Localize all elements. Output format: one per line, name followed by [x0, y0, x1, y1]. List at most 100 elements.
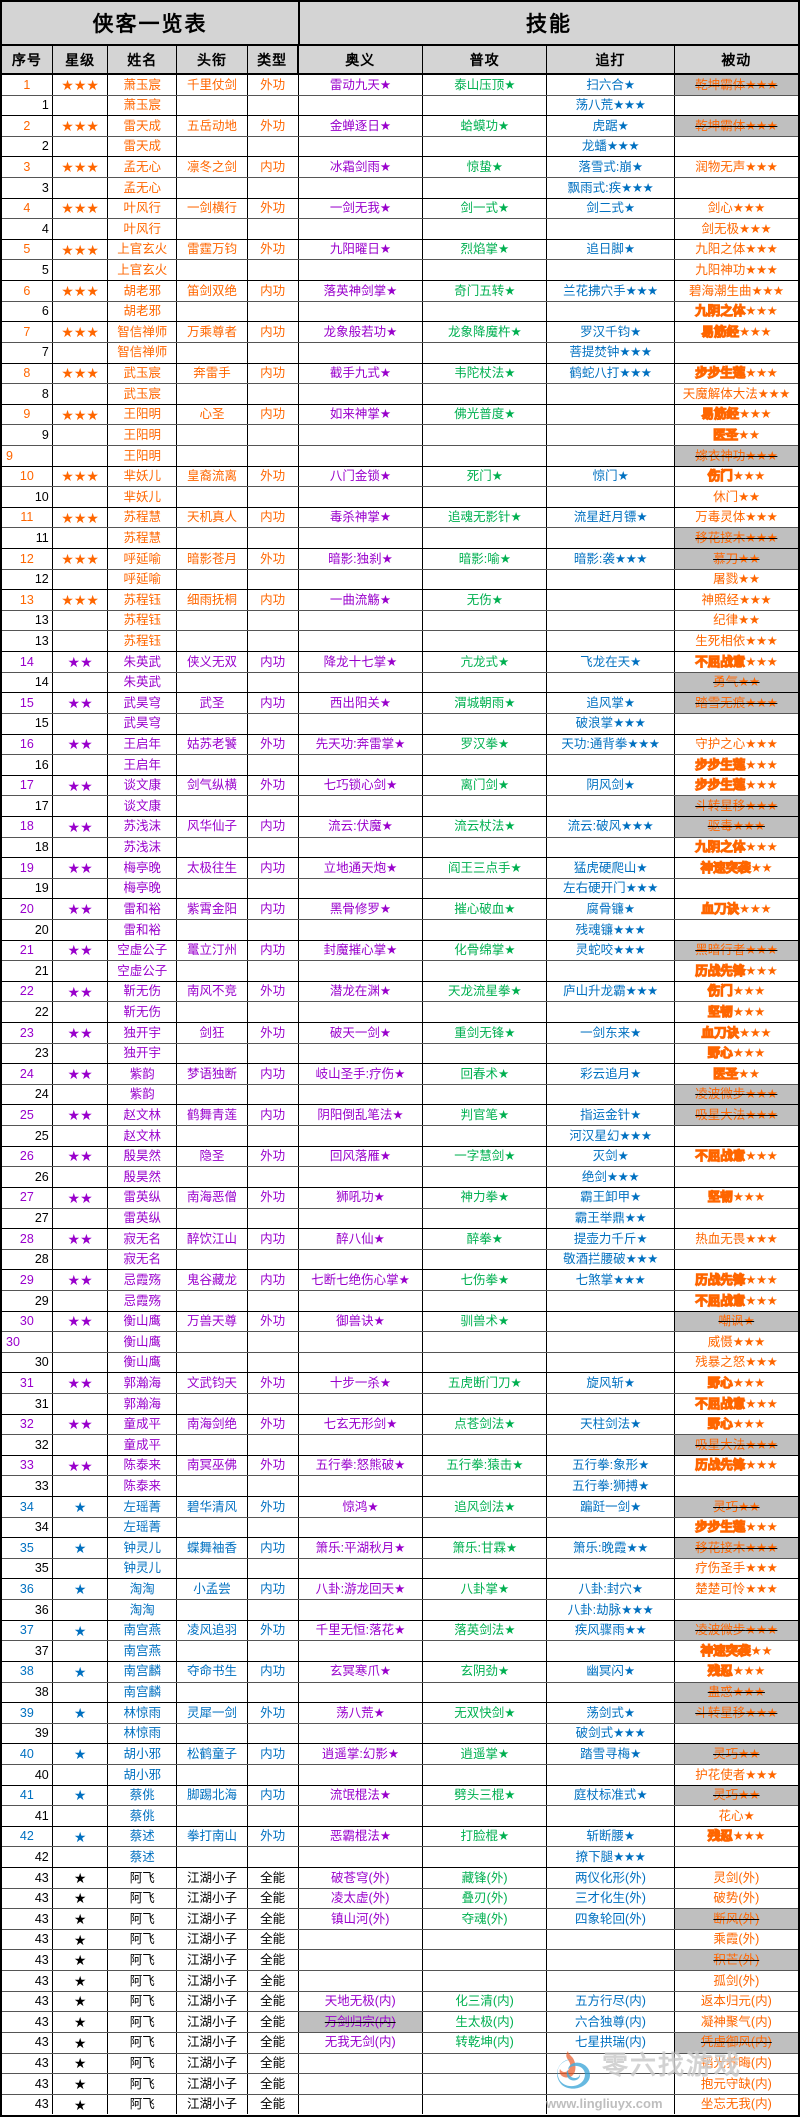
index-cell: 1	[2, 95, 53, 116]
skill-text: 凭虚御风(内)	[700, 2035, 772, 2050]
hero-type-cell: 全能	[248, 1929, 299, 1950]
skill-cell-ultimate: 流云:伏魔★	[299, 816, 423, 837]
hero-title-cell: 雷霆万钧	[177, 239, 248, 260]
hero-name-cell: 朱英武	[108, 672, 178, 693]
hero-name-cell: 郭瀚海	[108, 1373, 178, 1393]
skill-text: 天功:通背拳★★★	[561, 737, 660, 752]
hero-type-cell: 内功	[248, 899, 299, 919]
skill-cell-chase: 流云:破风★★★	[547, 816, 675, 837]
skill-cell-ultimate	[299, 95, 423, 116]
table-row: 42 ★ 蔡述 拳打南山 外功 恶霸棍法★ 打脸棍★ 斩断腰★ 残忍★★★	[2, 1825, 798, 1847]
skill-cell-ultimate: 雷动九天★	[299, 75, 423, 95]
skill-cell-chase: 追日脚★	[547, 239, 675, 260]
hero-type-cell	[248, 837, 299, 858]
hero-type-cell: 全能	[248, 2053, 299, 2074]
skill-cell-passive: 天魔解体大法★★★	[675, 384, 798, 404]
star-rating-cell	[53, 1806, 109, 1826]
skill-cell-chase	[547, 1764, 675, 1785]
hero-title-cell: 心圣	[177, 404, 248, 425]
hero-title-cell	[177, 1249, 248, 1270]
hero-name-cell: 忌霞殇	[108, 1270, 178, 1290]
skill-cell-passive: 步步生莲★★★	[675, 776, 798, 796]
skill-cell-passive	[675, 137, 798, 157]
star-rating-cell	[53, 1249, 109, 1270]
skill-cell-ultimate: 暗影:独刹★	[299, 549, 423, 569]
hero-title-cell: 鬼谷藏龙	[177, 1270, 248, 1290]
skill-text: 嫁衣神功★★★	[695, 448, 778, 463]
skill-cell-passive: 伤门★★★	[675, 467, 798, 487]
hero-name-cell: 赵文林	[108, 1105, 178, 1126]
index-cell: 39	[2, 1703, 53, 1723]
index-cell: 19	[2, 858, 53, 878]
skill-cell-chase: 敬酒拦腰破★★★	[547, 1249, 675, 1270]
table-row: 38 ★ 南宫麟 夺命书生 内功 玄冥寒爪★ 玄阴劲★ 幽冥闪★ 残忍★★★	[2, 1660, 798, 1682]
skill-text: 不屈战意★★★	[695, 1293, 778, 1308]
hero-title-cell	[177, 528, 248, 549]
hero-type-cell	[248, 755, 299, 775]
skill-cell-chase	[547, 487, 675, 507]
skill-text: 破天一剑★	[329, 1025, 391, 1040]
skill-cell-passive: 凭虚御风(内)	[674, 2032, 799, 2053]
col-header-attack: 普攻	[423, 46, 548, 73]
skill-text: 剑心★★★	[707, 201, 766, 216]
skill-text: 逍遥掌:幻影★	[321, 1746, 399, 1761]
skill-cell-attack	[423, 1290, 548, 1311]
skill-cell-attack	[423, 1002, 548, 1023]
star-rating-cell: ★	[53, 1661, 109, 1682]
skill-cell-chase: 菩提焚钟★★★	[547, 342, 675, 363]
skill-text: 飘雨式:疾★★★	[567, 180, 654, 195]
star-rating-cell: ★★	[53, 899, 109, 919]
table-row: 43 ★ 阿飞 江湖小子 全能 无我无剑(内) 转乾坤(内) 七星拱瑞(内) 凭虚御风(内)	[2, 2031, 799, 2053]
skill-cell-chase: 扫六合★	[547, 75, 675, 95]
index-cell: 24	[2, 1064, 53, 1084]
skill-text: 八卦:劫脉★★★	[567, 1602, 654, 1617]
table-row: 15 武昊穹 破浪掌★★★	[2, 712, 798, 734]
skill-cell-ultimate	[299, 445, 423, 466]
skill-cell-ultimate: 醉八仙★	[299, 1229, 423, 1249]
skill-text: 阴风剑★	[586, 778, 635, 793]
index-cell: 43	[2, 1929, 53, 1950]
hero-type-cell	[248, 1517, 299, 1538]
star-rating-cell: ★	[53, 1929, 109, 1950]
skill-cell-chase: 破剑式★★★	[547, 1723, 675, 1744]
table-row: 11 ★★★ 苏程慧 天机真人 内功 毒杀神掌★ 追魂无影针★ 流星赶月镖★ 万毒灵体★★★	[2, 506, 798, 528]
index-cell: 43	[2, 1868, 53, 1888]
hero-type-cell	[248, 1764, 299, 1785]
skill-cell-passive: 休门★★	[675, 487, 798, 507]
skill-cell-passive	[675, 1209, 798, 1229]
star-rating-cell	[53, 919, 109, 940]
skill-text: 西出阳关★	[329, 695, 391, 710]
skill-cell-ultimate	[299, 713, 423, 734]
hero-type-cell: 内功	[248, 1579, 299, 1600]
star-rating-cell	[53, 260, 109, 281]
skill-cell-ultimate	[299, 528, 423, 549]
skill-text: 流云:破风★★★	[567, 819, 654, 834]
star-rating-cell	[53, 1290, 109, 1311]
hero-name-cell: 陈泰来	[108, 1476, 178, 1497]
skill-text: 蛊惑★★★	[707, 1685, 766, 1700]
skill-cell-passive: 守护之心★★★	[675, 735, 798, 755]
index-cell: 29	[2, 1290, 53, 1311]
skill-text: 踏雪无痕★★★	[695, 695, 778, 710]
skill-cell-passive: 历战先锋★★★	[675, 961, 798, 981]
hero-type-cell: 外功	[248, 1455, 299, 1476]
table-row: 43 ★ 阿飞 江湖小子 全能 万剑归宗(内) 生太极(内) 六合独尊(内) 凝神聚气(内)	[2, 2011, 798, 2032]
star-rating-cell	[53, 631, 109, 652]
hero-type-cell: 全能	[248, 2012, 299, 2032]
skill-cell-chase: 灭剑★	[547, 1146, 675, 1167]
hero-title-cell	[177, 1641, 248, 1661]
star-rating-cell: ★★	[53, 1373, 109, 1393]
hero-type-cell	[248, 1806, 299, 1826]
skill-text: 一字慧剑★	[454, 1149, 515, 1164]
skill-text: 奇门五转★	[454, 283, 515, 298]
hero-title-cell	[177, 1002, 248, 1023]
index-cell: 43	[2, 1971, 53, 1991]
table-row: 43 ★ 阿飞 江湖小子 全能 坐忘无我(内)	[2, 2093, 798, 2115]
skill-text: 驯兽术★	[460, 1314, 509, 1329]
table-row: 23 ★★ 独开宇 剑狂 外功 破天一剑★ 重剑无锋★ 一剑东来★ 血刀诀★★★	[2, 1022, 798, 1043]
skill-text: 五行拳:怒熊破★	[315, 1458, 406, 1473]
skill-text: 八门金锁★	[329, 469, 391, 484]
hero-type-cell: 外功	[248, 734, 299, 755]
skill-text: 重剑无锋★	[454, 1025, 515, 1040]
skill-cell-passive: 剑无极★★★	[675, 219, 798, 239]
